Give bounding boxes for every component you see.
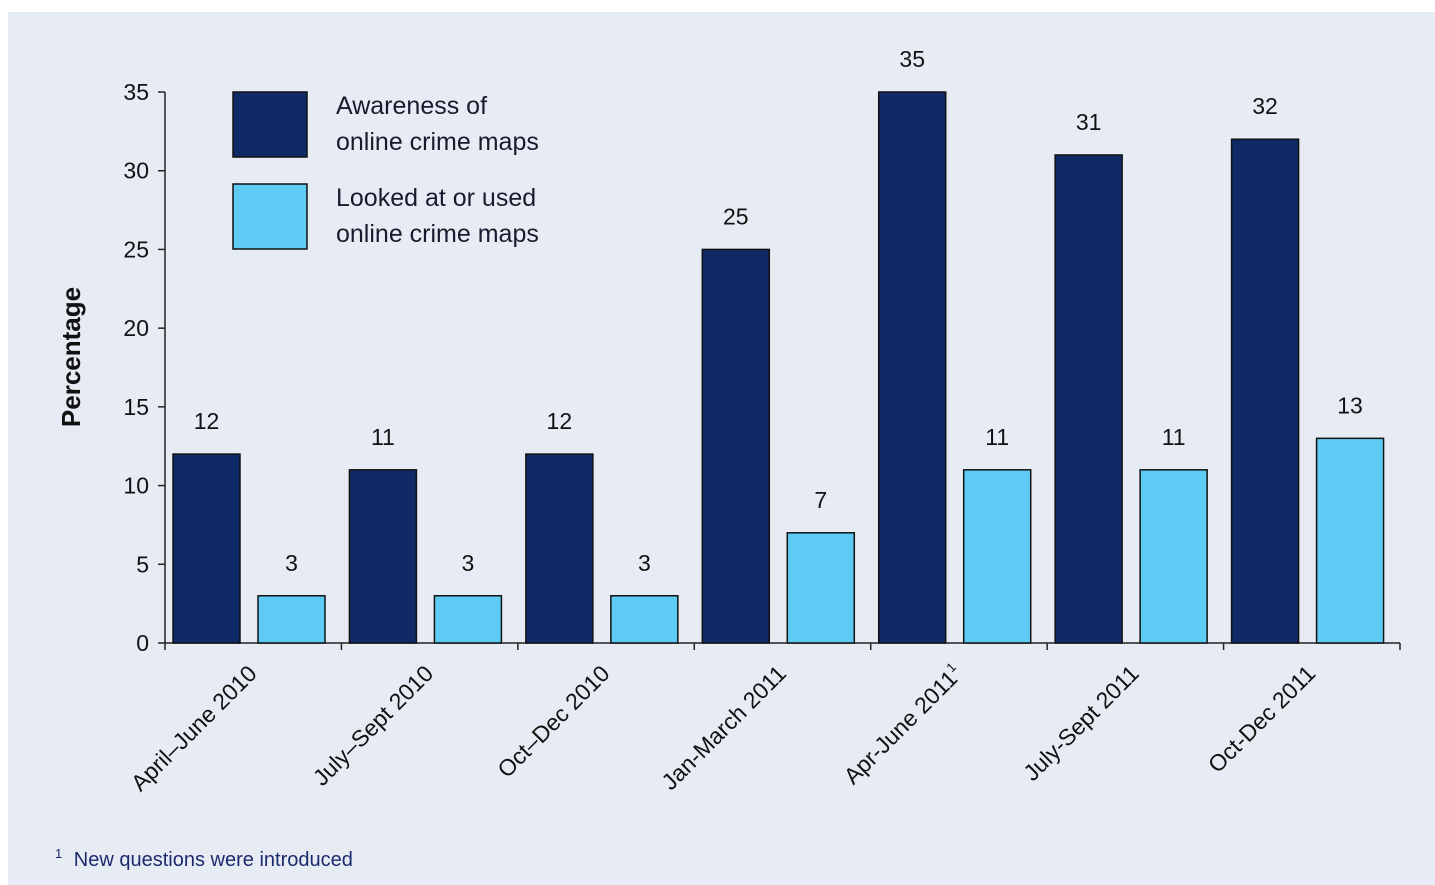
y-tick-label: 25 — [123, 236, 149, 262]
y-axis-label: Percentage — [56, 287, 86, 427]
bar-awareness — [1054, 154, 1123, 644]
legend: Awareness of online crime maps Looked at o… — [232, 91, 539, 250]
bar-value-label: 12 — [194, 408, 220, 434]
x-tick-label: Oct–Dec 2010 — [492, 660, 614, 782]
y-tick-label: 0 — [136, 630, 149, 656]
x-tick-label: Apr-June 20111 — [838, 659, 968, 789]
bar-value-label: 3 — [285, 550, 298, 576]
legend-label: online crime maps — [336, 128, 539, 156]
legend-swatch — [232, 91, 308, 158]
bar-looked-at-used — [1139, 469, 1208, 644]
x-tick-label: April–June 2010 — [126, 660, 262, 796]
legend-label: Awareness of — [336, 92, 487, 120]
y-tick-label: 35 — [123, 79, 149, 105]
bar-looked-at-used — [433, 595, 503, 644]
footnote-text: New questions were introduced — [74, 849, 353, 871]
footnote: 1 New questions were introduced — [55, 841, 353, 871]
bar-looked-at-used — [962, 469, 1032, 644]
legend-label: Looked at or used — [336, 184, 536, 212]
bar-value-label: 12 — [547, 408, 573, 434]
x-tick-label: July-Sept 2011 — [1018, 660, 1144, 786]
x-tick-label: Jan-March 2011 — [656, 660, 791, 795]
legend-swatch — [232, 183, 308, 250]
legend-label: online crime maps — [336, 220, 539, 248]
bar-awareness — [877, 91, 947, 644]
bar-awareness — [1230, 138, 1300, 644]
y-tick-label: 20 — [123, 315, 149, 341]
y-tick-label: 10 — [123, 473, 149, 499]
y-tick-label: 5 — [136, 551, 149, 577]
bar-value-label: 11 — [371, 424, 395, 450]
y-tick-label: 15 — [123, 394, 149, 420]
bar-value-label: 31 — [1076, 109, 1102, 135]
bar-value-label: 7 — [814, 487, 827, 513]
x-tick-labels: April–June 2010 July–Sept 2010 Oct–Dec 201… — [126, 659, 1321, 796]
bar-looked-at-used — [786, 532, 856, 644]
chart-bars — [172, 91, 1385, 644]
bar-value-label: 11 — [985, 424, 1009, 450]
bar-value-label: 35 — [899, 46, 925, 72]
y-tick-label: 30 — [123, 158, 149, 184]
bar-value-label: 13 — [1337, 392, 1363, 418]
bar-awareness — [172, 453, 241, 644]
x-tick-label: July–Sept 2010 — [308, 660, 439, 791]
bar-looked-at-used — [257, 595, 326, 644]
bar-awareness — [348, 469, 418, 644]
footnote-marker: 1 — [55, 846, 62, 861]
bar-value-label: 25 — [723, 203, 749, 229]
bar-value-label: 3 — [462, 550, 475, 576]
bar-looked-at-used — [1315, 437, 1385, 644]
bar-awareness — [701, 248, 771, 644]
bar-looked-at-used — [610, 595, 679, 644]
x-tick-label: Oct-Dec 2011 — [1203, 660, 1321, 778]
bar-value-label: 3 — [638, 550, 651, 576]
bar-value-label: 11 — [1162, 424, 1186, 450]
bar-value-label: 32 — [1252, 93, 1278, 119]
bar-awareness — [525, 453, 594, 644]
